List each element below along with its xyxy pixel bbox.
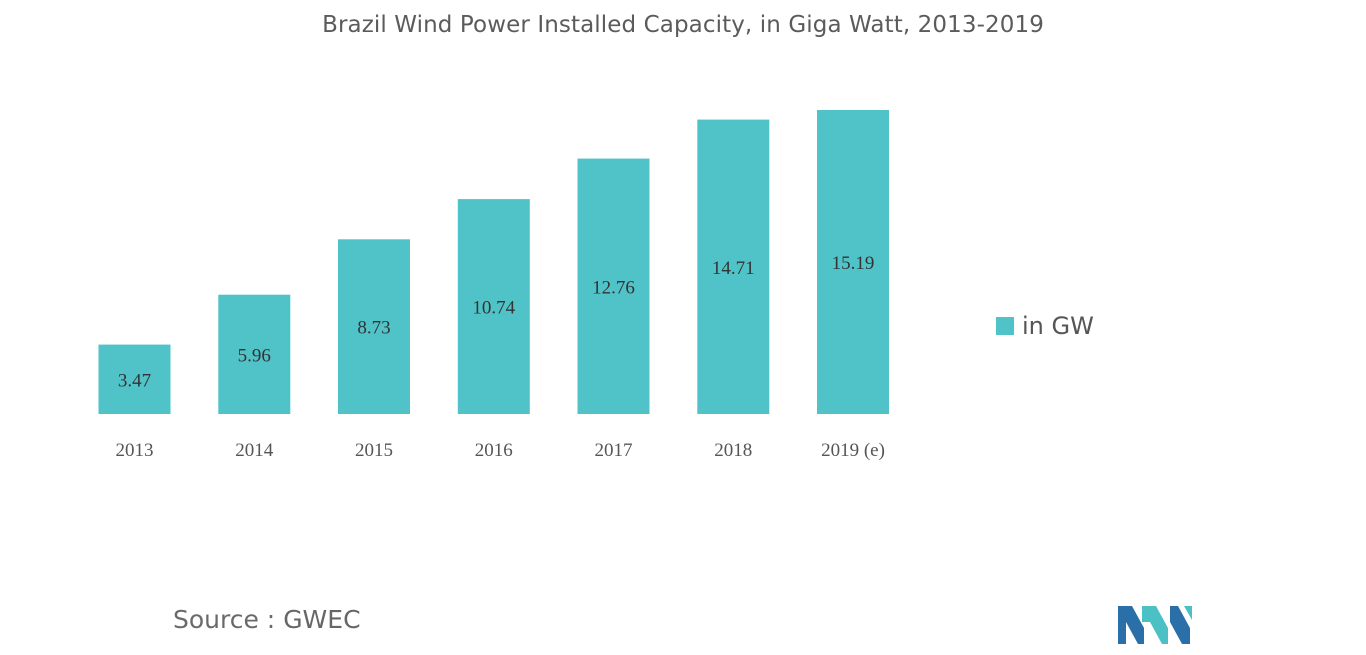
x-tick-label: 2018 bbox=[714, 440, 752, 461]
x-tick-label: 2016 bbox=[475, 440, 513, 461]
x-axis-tick-labels: 2013 2014 2015 2016 2017 2018 2019 (e) bbox=[116, 440, 885, 461]
bars-layer bbox=[98, 110, 889, 414]
bar-value-label: 5.96 bbox=[238, 345, 271, 366]
bar-2013 bbox=[98, 344, 171, 414]
bar-value-label: 10.74 bbox=[472, 298, 515, 319]
bar-value-label: 12.76 bbox=[592, 277, 635, 298]
bar-2018 bbox=[697, 119, 770, 414]
legend-label: in GW bbox=[1022, 312, 1094, 340]
bar-2017 bbox=[577, 158, 650, 414]
bar-value-labels: 3.47 5.96 8.73 10.74 12.76 14.71 15.19 bbox=[118, 253, 875, 391]
x-tick-label: 2017 bbox=[595, 440, 633, 461]
logo-shape-mid bbox=[1142, 606, 1168, 644]
x-tick-label: 2013 bbox=[116, 440, 154, 461]
bar-value-label: 15.19 bbox=[832, 253, 875, 274]
bar-2019e bbox=[817, 110, 889, 414]
legend: in GW bbox=[996, 312, 1094, 340]
logo-shape-right bbox=[1170, 606, 1190, 644]
bar-value-label: 3.47 bbox=[118, 370, 151, 391]
bar-value-label: 8.73 bbox=[357, 318, 390, 339]
bar-2014 bbox=[218, 294, 291, 414]
x-tick-label: 2019 (e) bbox=[821, 440, 885, 461]
logo-shape-right-bar bbox=[1184, 606, 1192, 620]
bar-2015 bbox=[338, 239, 410, 414]
x-tick-label: 2014 bbox=[235, 440, 274, 461]
source-note: Source : GWEC bbox=[173, 605, 361, 634]
mordor-intelligence-logo bbox=[1118, 606, 1192, 644]
source-prefix: Source : bbox=[173, 605, 276, 634]
x-tick-label: 2015 bbox=[355, 440, 393, 461]
source-name: GWEC bbox=[283, 605, 361, 634]
logo-shape-left bbox=[1118, 606, 1144, 644]
chart-title: Brazil Wind Power Installed Capacity, in… bbox=[322, 12, 1044, 38]
legend-swatch bbox=[996, 317, 1014, 335]
bar-2016 bbox=[457, 199, 530, 414]
bar-value-label: 14.71 bbox=[712, 258, 755, 279]
